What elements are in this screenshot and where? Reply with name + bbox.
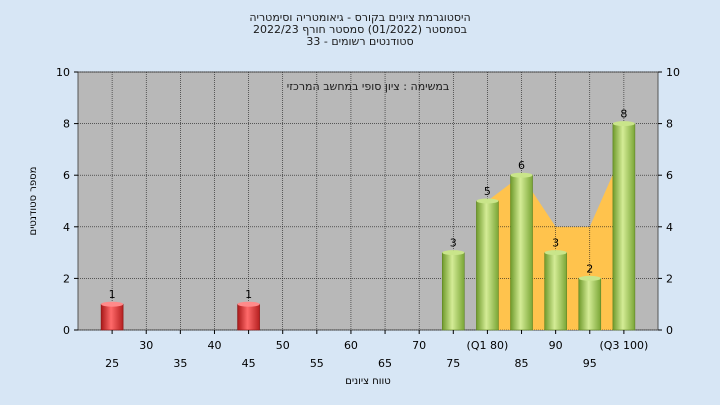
- bar-cap-100: [612, 121, 635, 127]
- bar-90: [544, 252, 567, 331]
- bar-cap-95: [578, 275, 601, 281]
- y-tick-label-left: 6: [63, 169, 70, 182]
- x-tick-label: 50: [276, 339, 290, 352]
- x-tick-label: 85: [515, 357, 529, 370]
- y-tick-label-left: 8: [63, 118, 70, 131]
- x-tick-label: (Q1 80): [467, 339, 509, 352]
- bar-45: [237, 303, 260, 331]
- x-tick-label: 60: [344, 339, 358, 352]
- x-tick-label: 45: [242, 357, 256, 370]
- bar-80: [476, 200, 499, 331]
- y-tick-label-right: 10: [666, 66, 680, 79]
- bar-value-label-90: 3: [552, 237, 559, 250]
- x-tick-label: 35: [173, 357, 187, 370]
- bar-cap-85: [510, 172, 533, 178]
- bar-cap-90: [544, 250, 567, 256]
- y-tick-label-left: 0: [63, 324, 70, 337]
- bar-cap-45: [237, 301, 260, 307]
- x-tick-label: 25: [105, 357, 119, 370]
- x-tick-label: 55: [310, 357, 324, 370]
- x-tick-label: 90: [549, 339, 563, 352]
- y-tick-label-left: 10: [56, 66, 70, 79]
- y-tick-label-right: 2: [666, 272, 673, 285]
- bar-value-label-100: 8: [620, 108, 627, 121]
- x-tick-label: 30: [139, 339, 153, 352]
- y-axis-label: מספר סטודנטים: [28, 167, 39, 236]
- chart-title: היסטוגרמת ציונים בקורס - גיאומטריה וסימט…: [249, 11, 470, 48]
- bar-cap-80: [476, 198, 499, 204]
- y-tick-label-right: 0: [666, 324, 673, 337]
- bar-cap-25: [101, 301, 124, 307]
- title-line-3: סטודנטים רשומים - 33: [306, 35, 413, 48]
- bar-value-label-85: 6: [518, 159, 525, 172]
- bar-value-label-45: 1: [245, 288, 252, 301]
- x-axis-label: טווח ציונים: [345, 376, 390, 387]
- x-tick-label: 75: [446, 357, 460, 370]
- x-tick-label: 95: [583, 357, 597, 370]
- y-tick-label-left: 4: [63, 221, 70, 234]
- y-tick-label-right: 8: [666, 118, 673, 131]
- bar-value-label-80: 5: [484, 185, 491, 198]
- y-tick-label-right: 4: [666, 221, 673, 234]
- y-tick-label-right: 6: [666, 169, 673, 182]
- title-line-2: בסמסטר (01/2022) סמסטר חורף 2022/23: [253, 23, 467, 36]
- x-tick-label: 70: [412, 339, 426, 352]
- bar-value-label-25: 1: [109, 288, 116, 301]
- bar-75: [441, 252, 465, 331]
- bar-95: [578, 278, 602, 331]
- bar-100: [612, 123, 636, 331]
- title-line-1: היסטוגרמת ציונים בקורס - גיאומטריה וסימט…: [249, 11, 470, 24]
- x-tick-label: 40: [207, 339, 221, 352]
- x-tick-label: 65: [378, 357, 392, 370]
- x-tick-label: (Q3 100): [600, 339, 649, 352]
- bar-value-label-75: 3: [450, 237, 457, 250]
- bar-85: [510, 174, 533, 331]
- bar-cap-75: [442, 250, 465, 256]
- bar-value-label-95: 2: [586, 262, 593, 275]
- y-tick-label-left: 2: [63, 272, 70, 285]
- chart-annotation: במשימה : ציון סופי במחשב המרכזי: [287, 80, 450, 93]
- bar-25: [100, 303, 124, 331]
